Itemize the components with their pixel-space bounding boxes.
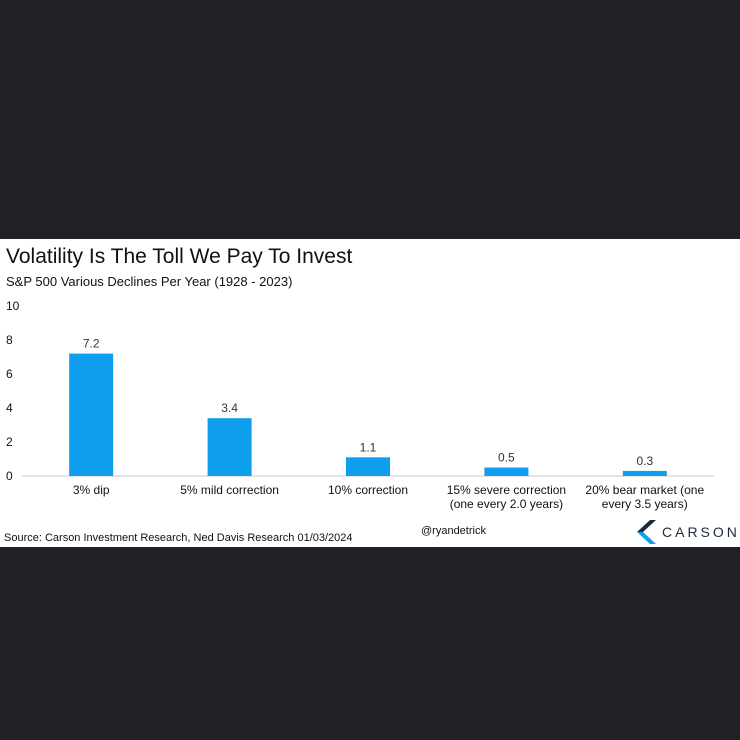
bar-chart: 0 2 4 6 8 10 7.2 3% dip 3.4 5% mild correction 1.1… (6, 299, 714, 511)
y-tick-label: 2 (6, 435, 13, 449)
category-label: 10% correction (328, 483, 408, 497)
y-tick-label: 0 (6, 469, 13, 483)
bar (69, 353, 114, 476)
data-label: 7.2 (83, 337, 100, 351)
category-label: every 3.5 years) (602, 497, 688, 511)
y-tick-label: 4 (6, 401, 13, 415)
y-tick-label: 10 (6, 299, 20, 313)
source-note: Source: Carson Investment Research, Ned … (4, 532, 353, 544)
category-label: 15% severe correction (447, 483, 566, 497)
category-label: (one every 2.0 years) (450, 497, 563, 511)
author-handle: @ryandetrick (421, 525, 486, 537)
category-label: 5% mild correction (180, 483, 279, 497)
bar (207, 418, 252, 476)
data-label: 0.5 (498, 451, 515, 465)
chart-subtitle: S&P 500 Various Declines Per Year (1928 … (6, 274, 293, 289)
carson-chevron-icon (637, 520, 656, 544)
chart-title: Volatility Is The Toll We Pay To Invest (6, 245, 353, 268)
bar (622, 470, 667, 476)
bar (484, 467, 529, 476)
bar (346, 457, 390, 476)
data-label: 0.3 (636, 454, 653, 468)
chart-card: 0 2 4 6 8 10 7.2 3% dip 3.4 5% mild correction 1.1… (0, 239, 740, 547)
logo-text: CARSON (662, 524, 740, 540)
data-label: 1.1 (360, 440, 377, 454)
carson-logo: CARSON (636, 520, 740, 544)
category-label: 20% bear market (one (585, 483, 704, 497)
data-label: 3.4 (221, 401, 238, 415)
y-tick-label: 8 (6, 333, 13, 347)
category-label: 3% dip (73, 483, 110, 497)
y-tick-label: 6 (6, 367, 13, 381)
